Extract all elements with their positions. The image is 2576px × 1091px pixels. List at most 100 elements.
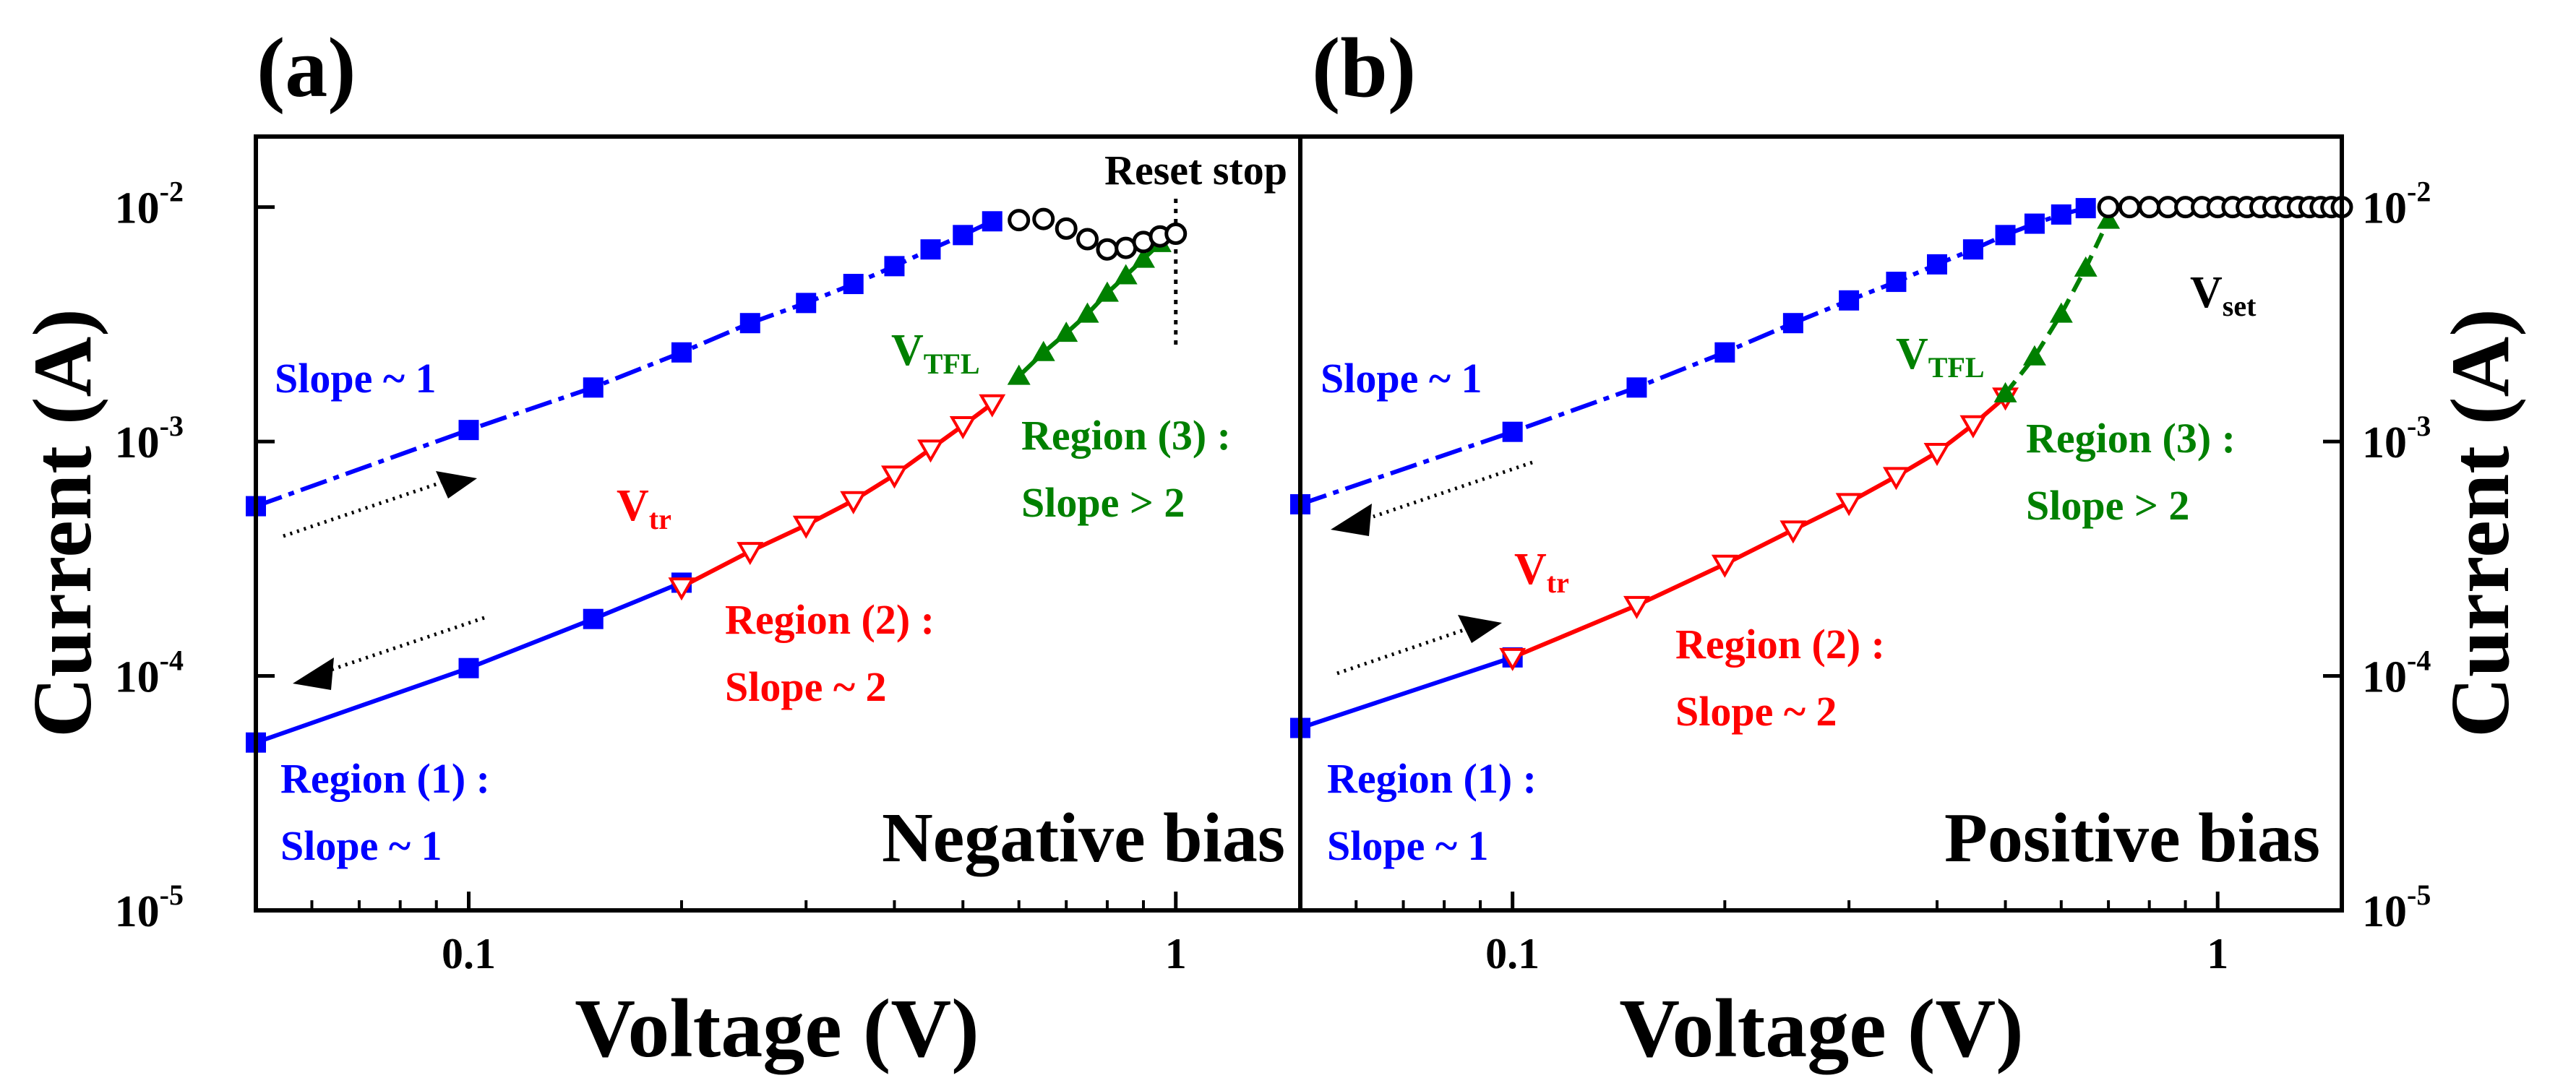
y-tick-label: 10-3 bbox=[2362, 410, 2431, 467]
data-point bbox=[1782, 313, 1803, 334]
data-point bbox=[1114, 264, 1138, 285]
panel-a-plot: 0.1 1 10-5 10-4 10-3 10-2 bbox=[115, 176, 1188, 978]
data-point bbox=[1008, 209, 1031, 232]
panel-a-label: (a) bbox=[257, 20, 356, 115]
y-tick-label: 10-4 bbox=[115, 644, 184, 702]
panel-a-vtfl-label: VTFL bbox=[891, 326, 980, 380]
reset-stop-label: Reset stop bbox=[1104, 147, 1287, 194]
data-point bbox=[1032, 207, 1055, 230]
x-tick-label: 0.1 bbox=[1485, 930, 1540, 978]
y-tick-label: 10-5 bbox=[2362, 879, 2431, 936]
y-tick-label: 10-2 bbox=[2362, 176, 2431, 233]
data-point bbox=[1499, 647, 1527, 671]
panel-a-region3-line2: Slope > 2 bbox=[1021, 479, 1185, 526]
data-point bbox=[2022, 345, 2046, 366]
panel-b-vset-label: Vset bbox=[2190, 268, 2257, 322]
data-point bbox=[458, 657, 479, 678]
panel-a-ylabel: Current (A) bbox=[17, 309, 109, 738]
data-point bbox=[2051, 204, 2071, 225]
data-point bbox=[1711, 554, 1738, 578]
data-point bbox=[2138, 196, 2161, 219]
data-point bbox=[739, 313, 760, 334]
panel-a-region3-line1: Region (3) : bbox=[1021, 412, 1231, 459]
panel-a-vtr-label: Vtr bbox=[617, 481, 671, 535]
panel-a-title: Negative bias bbox=[882, 799, 1285, 877]
data-point bbox=[1714, 342, 1735, 363]
series-line bbox=[255, 580, 683, 745]
y-tick-label: 10-2 bbox=[115, 176, 184, 233]
data-point bbox=[737, 542, 764, 566]
data-point bbox=[884, 256, 905, 277]
x-tick-label: 0.1 bbox=[442, 930, 496, 978]
data-point bbox=[1882, 467, 1910, 491]
data-point bbox=[2075, 198, 2096, 219]
data-point bbox=[979, 394, 1006, 418]
data-point bbox=[1923, 442, 1951, 466]
panel-a-region2-line1: Region (2) : bbox=[725, 596, 935, 643]
data-point bbox=[880, 465, 908, 489]
data-point bbox=[1055, 217, 1078, 240]
data-point bbox=[2097, 196, 2120, 219]
data-point bbox=[796, 293, 817, 314]
data-point bbox=[982, 211, 1003, 232]
data-point bbox=[1995, 225, 2016, 246]
panel-b-plot: 0.1 1 10-5 10-4 10-3 10-2 bbox=[1290, 176, 2431, 978]
data-point bbox=[1502, 421, 1523, 442]
series-line bbox=[1300, 655, 1514, 730]
panel-b-region2-line1: Region (2) : bbox=[1675, 621, 1885, 668]
panel-a-arrow-lower bbox=[293, 616, 485, 690]
panel-b-xlabel: Voltage (V) bbox=[1619, 983, 2024, 1075]
panel-b-region3-line2: Slope > 2 bbox=[2026, 482, 2189, 529]
panel-b-ylabel: Current (A) bbox=[2434, 309, 2527, 738]
data-point bbox=[671, 342, 692, 363]
data-point bbox=[1626, 377, 1647, 398]
data-point bbox=[1095, 281, 1119, 302]
panel-a-arrow-upper bbox=[283, 471, 477, 538]
data-point bbox=[1096, 238, 1119, 261]
series-line bbox=[1511, 395, 2007, 660]
panel-b-frame bbox=[1298, 134, 2344, 913]
panel-b-vtr-label: Vtr bbox=[1514, 545, 1569, 599]
data-point bbox=[1031, 340, 1055, 361]
data-point bbox=[1007, 364, 1031, 385]
data-point bbox=[458, 420, 479, 441]
series-line bbox=[680, 402, 994, 589]
data-point bbox=[1623, 595, 1650, 619]
data-point bbox=[920, 239, 941, 260]
x-tick-label: 1 bbox=[1165, 930, 1187, 978]
panel-b-region2-line2: Slope ~ 2 bbox=[1675, 688, 1837, 735]
data-point bbox=[1164, 222, 1188, 245]
data-point bbox=[2118, 196, 2141, 219]
data-point bbox=[792, 515, 820, 539]
data-point bbox=[2024, 213, 2045, 234]
data-point bbox=[1886, 272, 1907, 293]
data-point bbox=[1055, 322, 1078, 342]
data-point bbox=[1993, 381, 2017, 402]
data-point bbox=[953, 225, 974, 246]
data-point bbox=[2049, 302, 2073, 323]
data-point bbox=[1927, 254, 1948, 275]
data-point bbox=[1076, 228, 1099, 251]
data-point bbox=[1839, 290, 1860, 311]
data-point bbox=[949, 415, 976, 439]
data-point bbox=[1835, 493, 1863, 517]
panel-b-region1-line1: Region (1) : bbox=[1327, 755, 1537, 802]
panel-b-slope-top-label: Slope ~ 1 bbox=[1321, 355, 1482, 402]
y-tick-label: 10-3 bbox=[115, 410, 184, 467]
panel-b-vtfl-label: VTFL bbox=[1896, 329, 1985, 384]
data-point bbox=[1076, 302, 1099, 323]
data-point bbox=[840, 491, 867, 514]
y-tick-label: 10-5 bbox=[115, 879, 184, 936]
panel-b-title: Positive bias bbox=[1944, 799, 2320, 877]
y-tick-label: 10-4 bbox=[2362, 644, 2431, 702]
data-point bbox=[917, 439, 944, 463]
x-tick-label: 1 bbox=[2207, 930, 2228, 978]
panel-b-region1-line2: Slope ~ 1 bbox=[1327, 822, 1489, 869]
panel-b-label: (b) bbox=[1312, 20, 1416, 115]
panel-b-arrow-upper bbox=[1331, 460, 1533, 536]
data-point bbox=[583, 608, 604, 629]
series-line bbox=[2004, 219, 2111, 395]
data-point bbox=[1962, 239, 1983, 260]
data-point bbox=[1959, 415, 1987, 439]
